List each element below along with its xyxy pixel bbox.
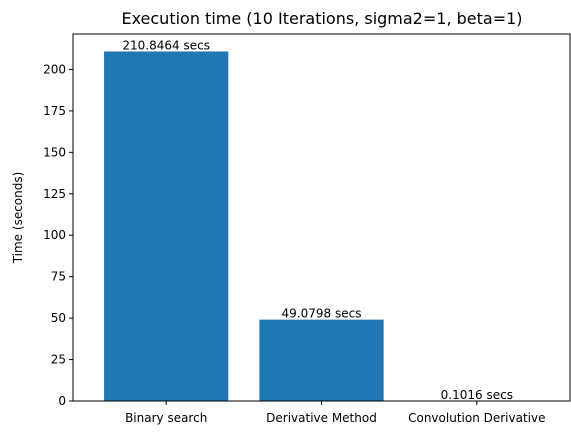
bar-1 [259,319,384,401]
y-tick-label-5: 125 [43,187,66,201]
data-label-1: 49.0798 secs [282,307,362,321]
y-tick-label-6: 150 [43,145,66,159]
chart-title: Execution time (10 Iterations, sigma2=1,… [121,9,522,28]
data-label-2: 0.1016 secs [441,388,513,402]
y-tick-label-8: 200 [43,62,66,76]
axes-frame [72,33,571,402]
x-tick-label-0: Binary search [125,411,207,425]
x-ticks-group: Binary search Derivative Method Convolutio… [125,401,546,425]
y-tick-label-7: 175 [43,104,66,118]
data-labels-group: 210.8464 secs 49.0798 secs 0.1016 secs [122,38,513,401]
y-tick-label-3: 75 [51,270,66,284]
y-tick-label-1: 25 [51,353,66,367]
y-tick-label-4: 100 [43,228,66,242]
bar-0 [104,51,229,401]
x-tick-label-1: Derivative Method [266,411,377,425]
y-axis-label: Time (seconds) [11,172,25,265]
data-label-0: 210.8464 secs [122,38,210,52]
y-tick-label-0: 0 [58,394,66,408]
bars-group [104,51,539,401]
y-tick-label-2: 50 [51,311,66,325]
x-tick-label-2: Convolution Derivative [408,411,545,425]
y-ticks-group: 0 25 50 75 100 125 150 175 200 [43,62,73,408]
